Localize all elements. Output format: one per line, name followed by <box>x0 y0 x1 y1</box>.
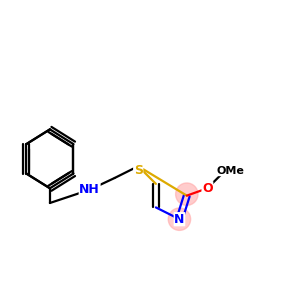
Text: N: N <box>174 213 184 226</box>
Text: O: O <box>202 182 213 195</box>
Ellipse shape <box>168 208 190 230</box>
Text: S: S <box>134 164 143 177</box>
Ellipse shape <box>176 183 198 206</box>
Text: OMe: OMe <box>216 166 244 176</box>
Text: NH: NH <box>79 183 100 196</box>
